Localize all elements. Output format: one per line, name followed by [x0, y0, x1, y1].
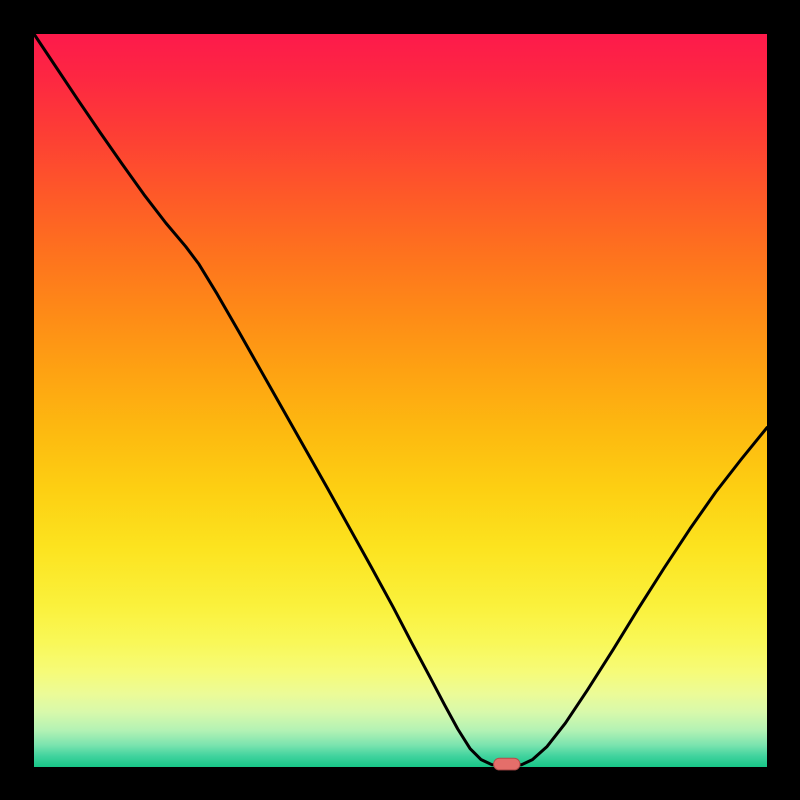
chart-gradient-background	[34, 34, 767, 767]
optimal-point-marker	[494, 758, 520, 770]
bottleneck-chart	[0, 0, 800, 800]
chart-root: TheBottleneck.com	[0, 0, 800, 800]
